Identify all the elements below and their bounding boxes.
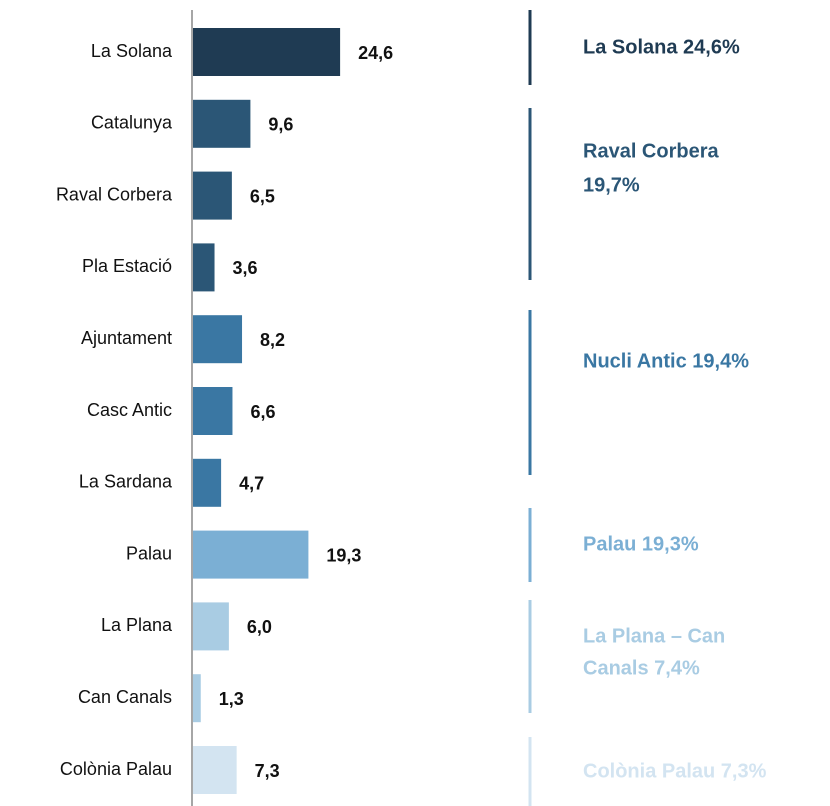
group-label: Colònia Palau 7,3% [583,760,767,782]
value-label: 6,0 [247,617,272,637]
group-label: La Solana 24,6% [583,36,740,58]
bar [193,746,237,794]
value-label: 9,6 [268,115,293,135]
group-label: 19,7% [583,174,640,196]
category-label: Raval Corbera [56,184,173,204]
value-label: 6,5 [250,186,275,206]
category-label: Casc Antic [87,400,172,420]
category-label: Catalunya [91,113,173,133]
bar [193,243,215,292]
group-label: Raval Corbera [583,140,719,162]
category-label: Ajuntament [81,328,172,348]
category-label: Palau [126,543,172,563]
bar [193,674,201,723]
value-label: 24,6 [358,43,393,63]
bar [193,28,341,76]
category-label: Can Canals [78,687,172,707]
group-label: La Plana – Can [583,625,725,647]
bar [193,602,229,651]
category-label: La Sardana [79,472,173,492]
group-label: Canals 7,4% [583,657,700,679]
bar [193,387,233,435]
group-label: Nucli Antic 19,4% [583,350,749,372]
value-label: 6,6 [250,402,275,422]
bar [193,315,243,364]
value-label: 4,7 [239,474,264,494]
value-label: 3,6 [233,258,258,278]
value-label: 1,3 [219,689,244,709]
category-label: La Plana [101,615,173,635]
value-label: 7,3 [255,761,280,781]
value-label: 19,3 [326,545,361,565]
category-label: Pla Estació [82,256,172,276]
category-label: Colònia Palau [60,759,172,779]
bar [193,530,309,579]
category-label: La Solana [91,41,173,61]
bar [193,458,222,507]
group-label: Palau 19,3% [583,533,699,555]
value-label: 8,2 [260,330,285,350]
bar [193,99,251,148]
bar [193,171,232,220]
